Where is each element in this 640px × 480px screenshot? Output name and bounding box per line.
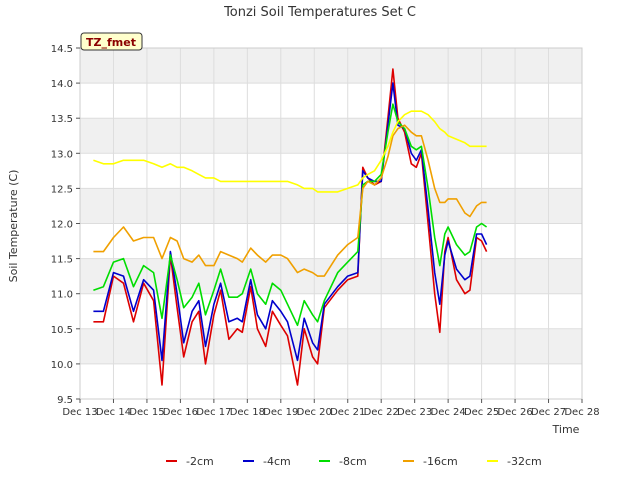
x-tick-label: Dec 22 (364, 407, 399, 418)
x-tick-label: Dec 23 (397, 407, 432, 418)
legend-label-2cm: -2cm (186, 455, 214, 468)
x-tick-label: Dec 28 (564, 407, 599, 418)
x-tick-label: Dec 16 (163, 407, 198, 418)
y-tick-label: 12.0 (51, 220, 73, 231)
x-axis-label: Time (552, 423, 580, 436)
plot-band (80, 153, 582, 189)
y-tick-label: 9.5 (57, 395, 73, 406)
station-badge: TZ_fmet (80, 32, 143, 51)
legend-label-4cm: -4cm (263, 455, 291, 468)
x-tick-label: Dec 18 (230, 407, 265, 418)
x-tick-label: Dec 17 (196, 407, 231, 418)
legend-label-16cm: -16cm (423, 455, 458, 468)
series-line-16cm (93, 124, 487, 277)
y-tick-label: 13.0 (51, 149, 73, 160)
series-lines (93, 68, 488, 386)
plot-band (80, 188, 582, 224)
y-tick-label: 12.5 (51, 184, 73, 195)
series-line-8cm (93, 103, 488, 327)
plot-background-bands (80, 48, 582, 399)
plot-band (80, 83, 582, 119)
legend-label-8cm: -8cm (339, 455, 367, 468)
x-tick-label: Dec 19 (263, 407, 298, 418)
series-line-32cm (93, 110, 487, 193)
y-axis-label: Soil Temperature (C) (7, 170, 20, 283)
y-tick-label: 10.5 (51, 325, 73, 336)
y-tick-label: 13.5 (51, 114, 73, 125)
x-tick-label: Dec 27 (531, 407, 566, 418)
y-tick-label: 14.5 (51, 44, 73, 55)
y-tick-label: 10.0 (51, 360, 73, 371)
y-tick-label: 11.5 (51, 255, 73, 266)
plot-band (80, 363, 582, 399)
x-tick-label: Dec 14 (96, 407, 131, 418)
plot-band (80, 118, 582, 154)
series-line-4cm (93, 82, 488, 362)
plot-band (80, 328, 582, 364)
plot-band (80, 48, 582, 84)
x-tick-label: Dec 15 (129, 407, 164, 418)
chart-title: Tonzi Soil Temperatures Set C (223, 5, 416, 20)
y-tick-label: 11.0 (51, 290, 73, 301)
series-line-2cm (93, 68, 488, 386)
y-axis-ticks: 9.5 10.0 10.5 11.0 11.5 12.0 12.5 13.0 13.5 14.0 1… (51, 44, 80, 406)
legend: -2cm -4cm -8cm -16cm -32cm (166, 455, 542, 468)
station-badge-text: TZ_fmet (86, 36, 136, 49)
legend-label-32cm: -32cm (507, 455, 542, 468)
x-tick-label: Dec 26 (497, 407, 532, 418)
x-tick-label: Dec 25 (464, 407, 499, 418)
x-tick-label: Dec 13 (62, 407, 97, 418)
x-tick-label: Dec 21 (330, 407, 365, 418)
station-badge-box (80, 32, 143, 51)
x-tick-label: Dec 24 (431, 407, 466, 418)
x-tick-label: Dec 20 (297, 407, 332, 418)
y-tick-label: 14.0 (51, 79, 73, 90)
